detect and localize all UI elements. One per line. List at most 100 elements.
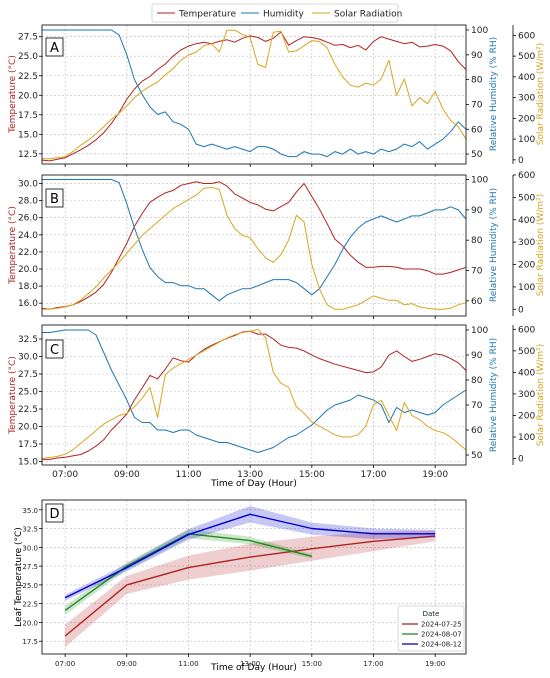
panel-c-ytick-temp-label: 17.5 [18,440,38,450]
panel-d-series-2-line [64,533,312,611]
panel-c-ytick-hum-label: 90 [471,351,483,361]
panel-c-ytick-hum-label: 50 [471,451,483,461]
panel-a-ylabel-humidity: Relative Humidity (% RH) [489,37,499,151]
panel-c-ytick-hum-label: 60 [471,426,483,436]
panel-b-ytick-hum-label: 60 [471,297,483,307]
panel-b-ytick-rad-label: 500 [518,193,535,203]
panel-a-ytick-temp-label: 22.5 [18,72,38,82]
panel-c-xtick-label: 07:00 [52,470,78,480]
panel-c-ytick-temp-label: 27.5 [18,370,38,380]
panel-c-ytick-rad-label: 500 [518,347,535,357]
panel-c-humidity-line [42,329,467,453]
panel-b-series [41,179,467,310]
panel-c-ytick-rad-label: 400 [518,368,535,378]
abc-shared-xlabel: Time of Day (Hour) [210,479,297,489]
panel-d-legend-label-2: 2024-08-07 [421,631,462,639]
panel-a-ytick-hum-label: 50 [471,150,483,160]
panel-a-ytick-hum-label: 100 [471,26,488,36]
panel-d-ytick-label: 27.5 [22,563,38,571]
panel-b-humidity-line [42,179,467,302]
panel-c-ytick-temp-label: 20.0 [18,423,38,433]
panel-d-xtick-label: 13:00 [240,660,260,668]
panel-d: 07:00 09:00 11:00 13:00 15:00 17:00 19:00 17.5 2… [14,499,467,673]
panel-b-ylabel-solar: Solar Radiation (W/m²) [536,194,546,297]
top-legend: Temperature Humidity Solar Radiation [151,3,402,23]
panel-d-xlabel: Time of Day (Hour) [210,663,297,673]
panel-a-ytick-hum-label: 90 [471,51,483,61]
panel-a-ytick-hum-label: 60 [471,125,483,135]
panel-c-letter-box [45,339,64,359]
panel-c-letter: C [50,343,59,358]
panel-c-ylabel-solar: Solar Radiation (W/m²) [536,344,546,447]
panel-c: 07:00 09:00 11:00 13:00 15:00 17:00 19:00 15.0 1… [8,324,546,480]
panel-b-ytick-temp-label: 18.0 [18,282,38,292]
panel-c-grid [42,325,466,465]
panel-c-frame [41,324,467,466]
panel-c-ytick-temp-label: 22.5 [18,405,38,415]
panel-d-ytick-label: 20.0 [22,619,38,627]
panel-b-ytick-hum-label: 90 [471,206,483,216]
panel-b-ytick-rad-label: 100 [518,283,535,293]
panel-c-ytick-hum-label: 80 [471,376,483,386]
panel-b-ytick-rad-label: 300 [518,238,535,248]
panel-c-xtick-label: 11:00 [176,470,202,480]
panel-c-ytick-temp-label: 32.5 [18,335,38,345]
panel-b-ytick-rad-label: 0 [518,305,524,315]
panel-d-xtick-label: 17:00 [363,660,383,668]
panel-c-xtick-label: 15:00 [299,470,325,480]
panel-d-grid [42,500,466,654]
panel-c-ytick-temp-label: 15.0 [18,458,38,468]
panel-c-ytick-rad-label: 200 [518,411,535,421]
panel-a-ytick-hum-label: 80 [471,76,483,86]
panel-b-ytick-rad-label: 600 [518,171,535,181]
panel-d-xtick-label: 09:00 [117,660,137,668]
panel-b-ytick-temp-label: 30.0 [18,180,38,190]
panel-c-ytick-hum-label: 70 [471,401,483,411]
panel-a-temperature-line [41,31,467,162]
panel-a-series [41,29,467,162]
panel-a-solar-radiation-line [42,29,467,160]
panel-b-ytick-temp-label: 24.0 [18,231,38,241]
panel-c-xtick-label: 19:00 [422,470,448,480]
panel-b-solar-radiation-line [42,186,467,310]
panel-b-ylabel-temp: Temperature (°C) [8,206,18,285]
panel-c-ytick-temp-label: 25.0 [18,388,38,398]
panel-c-ytick-hum-label: 100 [471,326,488,336]
panel-a-ylabel-temp: Temperature (°C) [8,55,18,134]
panel-a-ytick-temp-label: 27.5 [18,33,38,43]
panel-b: 16.0 18.0 20.0 22.0 24.0 26.0 28.0 30.0 60 70 80 90… [8,171,546,319]
panel-a-axes: 12.5 15.0 17.5 20.0 22.5 25.0 27.5 50 60 70 80 90 10… [18,25,535,167]
panel-d-legend: Date 2024-07-25 2024-08-07 2024-08-12 [397,605,465,652]
top-legend-frame [151,3,399,23]
panel-a-ytick-temp-label: 20.0 [18,91,38,101]
panel-a-ytick-rad-label: 300 [518,94,535,104]
panel-c-temperature-line [42,330,467,460]
panel-a-ytick-temp-label: 17.5 [18,111,38,121]
panel-d-letter: D [49,507,59,522]
panel-d-ylabel: Leaf Temperature (°C) [14,527,24,627]
panel-d-series [64,506,436,648]
panel-b-ytick-temp-label: 16.0 [18,299,38,309]
panel-b-ytick-hum-label: 80 [471,236,483,246]
legend-temperature-label: Temperature [178,10,236,20]
panel-d-ytick-label: 30.0 [22,544,38,552]
panel-b-temperature-line [41,181,467,310]
panel-c-ytick-rad-label: 100 [518,433,535,443]
panel-c-ylabel-humidity: Relative Humidity (% RH) [489,338,499,452]
panel-b-frame [41,174,467,317]
panel-b-ytick-temp-label: 20.0 [18,265,38,275]
panel-c-ytick-rad-label: 600 [518,325,535,335]
panel-d-ytick-label: 17.5 [22,638,38,646]
panel-d-frame [41,499,467,655]
panel-a-ytick-rad-label: 200 [518,114,535,124]
panel-a-ytick-rad-label: 0 [518,156,524,166]
panel-d-xtick-label: 11:00 [178,660,198,668]
panel-d-ytick-label: 25.0 [22,582,38,590]
panel-c-xtick-label: 17:00 [361,470,387,480]
panel-a-letter-box [45,37,64,57]
panel-d-legend-label-1: 2024-07-25 [421,621,462,629]
panel-c-xtick-label: 09:00 [114,470,140,480]
panel-d-series-3-band [65,506,436,601]
panel-b-ytick-hum-label: 70 [471,267,483,277]
panel-c-ytick-rad-label: 0 [518,455,524,465]
